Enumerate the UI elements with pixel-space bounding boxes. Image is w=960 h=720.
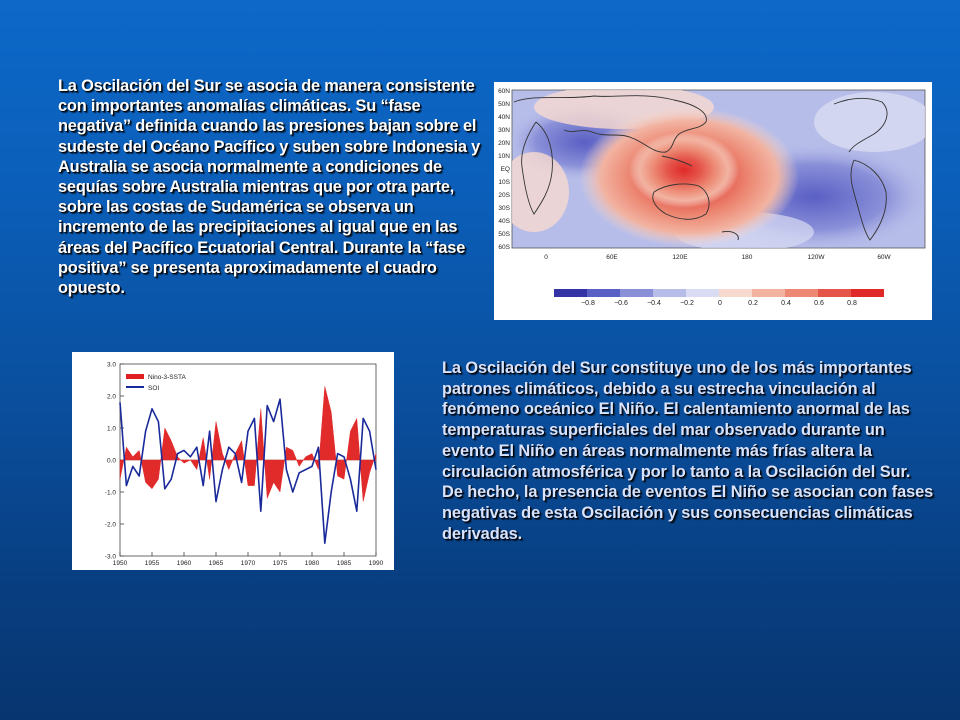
colorbar-segment — [653, 289, 686, 297]
lon-label: 60E — [606, 254, 618, 261]
lon-label: 0 — [544, 254, 548, 261]
colorbar-label: 0.6 — [814, 300, 824, 307]
colorbar-segment — [752, 289, 785, 297]
x-tick-label: 1970 — [241, 560, 256, 567]
colorbar-segment — [785, 289, 818, 297]
colorbar-segment — [818, 289, 851, 297]
timeseries-svg: 3.0 2.0 1.0 0.0 -1.0 -2.0 -3.0 1950 1955 1960 196… — [105, 362, 384, 568]
nino3-soi-timeseries-chart: 3.0 2.0 1.0 0.0 -1.0 -2.0 -3.0 1950 1955 1960 196… — [72, 352, 394, 570]
colorbar — [554, 289, 884, 297]
lat-label: 60S — [498, 244, 510, 251]
paragraph-el-nino-relation: La Oscilación del Sur constituye uno de … — [442, 359, 934, 543]
colorbar-segment — [719, 289, 752, 297]
lat-label: 20N — [498, 140, 510, 147]
colorbar-label: 0 — [718, 300, 722, 307]
y-tick-label: -1.0 — [105, 490, 117, 497]
lat-label: 20S — [498, 192, 510, 199]
lat-label: EQ — [501, 166, 510, 173]
legend-label-soi: SOI — [148, 385, 159, 392]
legend-label-nino3: Nino-3-SSTA — [148, 374, 186, 381]
colorbar-segment — [851, 289, 884, 297]
x-tick-label: 1990 — [369, 560, 384, 567]
legend-swatch-nino3 — [126, 374, 144, 379]
colorbar-label: 0.4 — [781, 300, 791, 307]
lat-label: 40S — [498, 218, 510, 225]
colorbar-label: −0.4 — [647, 300, 661, 307]
colorbar-label: −0.2 — [680, 300, 694, 307]
lon-label: 120E — [672, 254, 688, 261]
x-tick-label: 1950 — [113, 560, 128, 567]
colorbar-label: −0.6 — [614, 300, 628, 307]
colorbar-segment — [686, 289, 719, 297]
x-tick-label: 1980 — [305, 560, 320, 567]
lat-label: 60N — [498, 88, 510, 95]
lat-label: 50S — [498, 231, 510, 238]
y-tick-label: 2.0 — [107, 394, 116, 401]
colorbar-segment — [554, 289, 587, 297]
lat-label: 10N — [498, 153, 510, 160]
y-tick-label: 3.0 — [107, 362, 116, 369]
lon-label: 180 — [742, 254, 753, 261]
y-tick-label: -2.0 — [105, 522, 117, 529]
sst-correlation-map: 60N 50N 40N 30N 20N 10N EQ 10S 20S 30S 4… — [494, 82, 932, 320]
lat-label: 10S — [498, 179, 510, 186]
lat-label: 30S — [498, 205, 510, 212]
series-soi-line — [119, 398, 377, 544]
series-nino3-ssta-area — [119, 386, 377, 502]
lon-label: 60W — [877, 254, 891, 261]
colorbar-label: 0.8 — [847, 300, 857, 307]
lon-label: 120W — [808, 254, 826, 261]
x-tick-label: 1975 — [273, 560, 288, 567]
paragraph-southern-oscillation-anomalies: La Oscilación del Sur se asocia de maner… — [58, 77, 481, 298]
y-tick-label: 1.0 — [107, 426, 116, 433]
lat-label: 40N — [498, 114, 510, 121]
chart-legend: Nino-3-SSTA SOI — [126, 374, 186, 392]
y-tick-label: 0.0 — [107, 458, 116, 465]
x-tick-label: 1955 — [145, 560, 160, 567]
lat-label: 50N — [498, 101, 510, 108]
colorbar-segment — [620, 289, 653, 297]
x-tick-label: 1965 — [209, 560, 224, 567]
y-tick-label: -3.0 — [105, 554, 117, 561]
colorbar-segment — [587, 289, 620, 297]
correlation-map-svg: 60N 50N 40N 30N 20N 10N EQ 10S 20S 30S 4… — [498, 88, 926, 307]
lat-label: 30N — [498, 127, 510, 134]
colorbar-label: −0.8 — [581, 300, 595, 307]
colorbar-label: 0.2 — [748, 300, 758, 307]
x-tick-label: 1960 — [177, 560, 192, 567]
x-tick-label: 1985 — [337, 560, 352, 567]
